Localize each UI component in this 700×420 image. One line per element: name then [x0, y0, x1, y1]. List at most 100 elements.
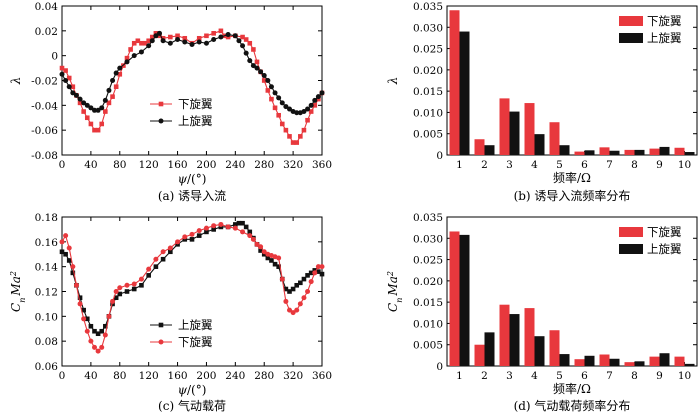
data-point: [157, 30, 162, 36]
bar-lower-5: [549, 122, 560, 155]
data-point: [316, 269, 321, 274]
x-tick-label: 240: [225, 159, 245, 171]
x-tick-label: 9: [656, 159, 663, 171]
data-point: [218, 28, 224, 34]
data-point: [84, 102, 90, 108]
y-axis-label: λ: [386, 77, 400, 86]
y-tick-label: 0.010: [413, 318, 443, 330]
data-point: [276, 95, 282, 101]
data-point: [258, 244, 264, 250]
y-tick-label: 0.035: [413, 212, 443, 224]
y-tick-label: 0.14: [35, 262, 59, 274]
data-point: [92, 344, 97, 350]
data-point: [63, 233, 69, 239]
bar-lower-3: [499, 98, 510, 155]
data-point: [251, 47, 256, 52]
panel-caption: (a) 诱导入流: [158, 189, 226, 203]
x-tick-label: 40: [84, 370, 97, 382]
legend-swatch: [619, 33, 643, 43]
x-tick-label: 10: [678, 159, 691, 171]
data-point: [261, 78, 267, 83]
data-point: [261, 73, 267, 79]
bar-lower-2: [474, 139, 485, 155]
data-point: [175, 33, 180, 39]
y-tick-label: 0.020: [413, 276, 443, 288]
data-point: [131, 53, 137, 59]
x-tick-label: 360: [312, 370, 332, 382]
bar-lower-9: [649, 148, 660, 155]
x-tick-label: 7: [606, 370, 613, 382]
data-point: [110, 78, 116, 83]
x-tick-label: 0: [59, 370, 66, 382]
x-axis-label: ψ/(°): [178, 172, 207, 186]
data-point: [110, 94, 115, 99]
data-point: [113, 289, 119, 294]
x-axis-label: 频率/Ω: [553, 170, 591, 185]
x-tick-label: 40: [84, 159, 97, 171]
data-point: [312, 97, 318, 103]
data-point: [88, 105, 94, 111]
data-point: [290, 310, 296, 316]
y-tick-label: 0.030: [413, 22, 443, 34]
bar-upper-5: [559, 354, 570, 366]
legend-swatch: [619, 244, 643, 254]
data-point: [301, 295, 307, 301]
data-point: [95, 348, 101, 354]
bar-lower-6: [574, 359, 585, 366]
legend-marker: [158, 322, 164, 328]
data-point: [149, 38, 155, 44]
y-tick-label: 0.02: [35, 26, 58, 38]
x-tick-label: 0: [59, 159, 66, 171]
data-point: [103, 323, 108, 329]
data-point: [261, 249, 267, 255]
data-point: [196, 35, 202, 41]
x-tick-label: 80: [113, 159, 126, 171]
data-point: [77, 100, 83, 106]
x-tick-label: 320: [283, 159, 303, 171]
data-point: [77, 295, 83, 301]
legend-label: 下旋翼: [647, 14, 682, 28]
data-point: [106, 87, 112, 93]
data-point: [92, 328, 97, 334]
data-point: [124, 289, 130, 294]
bar-lower-7: [599, 147, 610, 155]
data-point: [204, 33, 209, 39]
data-point: [240, 34, 245, 40]
data-point: [66, 75, 72, 81]
data-point: [211, 31, 216, 36]
data-point: [294, 307, 300, 313]
legend-label: 下旋翼: [178, 335, 213, 349]
data-point: [106, 313, 112, 319]
y-tick-label: 0.10: [35, 311, 58, 323]
bar-lower-4: [524, 308, 535, 366]
y-tick-label: 0.005: [413, 340, 443, 352]
x-tick-label: 4: [531, 159, 538, 171]
x-tick-label: 120: [139, 159, 159, 171]
x-tick-label: 1: [456, 370, 463, 382]
y-tick-label: 0.015: [413, 297, 443, 309]
data-point: [102, 332, 108, 338]
plot-frame: [61, 5, 323, 156]
bar-upper-4: [534, 134, 545, 155]
data-point: [218, 221, 224, 227]
bar-upper-6: [584, 355, 595, 366]
data-point: [301, 276, 307, 282]
data-point: [297, 301, 303, 307]
data-point: [124, 59, 130, 65]
data-point: [103, 109, 108, 114]
data-point: [204, 229, 209, 235]
data-point: [117, 285, 123, 291]
x-tick-label: 1: [456, 159, 463, 171]
data-point: [265, 78, 271, 83]
data-point: [272, 90, 278, 96]
y-tick-label: -0.08: [31, 150, 58, 162]
data-point: [189, 41, 195, 47]
data-point: [203, 40, 209, 46]
data-point: [301, 127, 307, 133]
data-point: [236, 220, 242, 226]
legend-label: 下旋翼: [178, 97, 213, 111]
y-tick-label: 0.18: [35, 212, 58, 224]
data-point: [110, 298, 116, 304]
x-tick-label: 80: [113, 370, 126, 382]
